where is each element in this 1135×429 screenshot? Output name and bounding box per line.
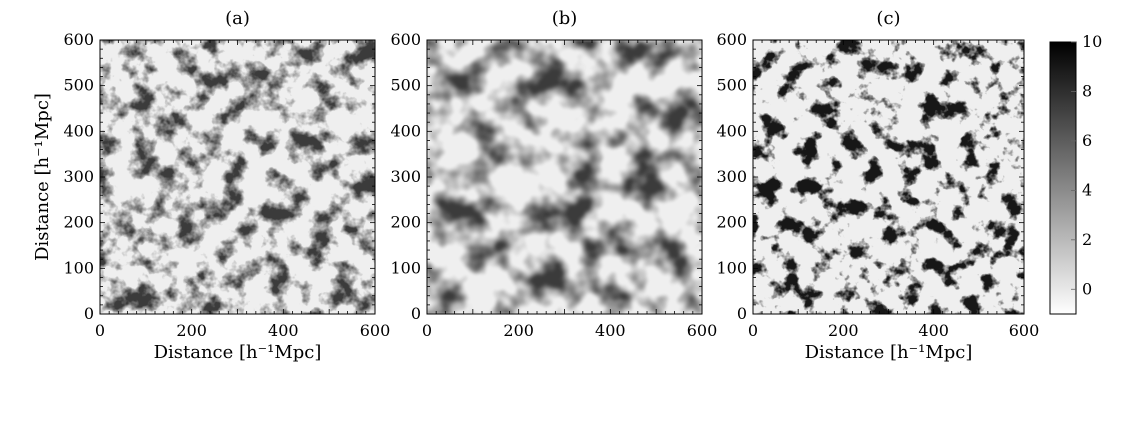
- colorbar-tick-label: 6: [1082, 131, 1092, 150]
- y-tick-label: 400: [63, 121, 94, 140]
- density-map: [427, 40, 702, 314]
- y-tick-label: 100: [716, 258, 747, 277]
- y-tick-label: 500: [390, 76, 421, 95]
- x-tick-label: 600: [360, 321, 391, 340]
- y-tick-label: 0: [84, 304, 94, 323]
- x-tick-label: 400: [918, 321, 949, 340]
- x-tick-label: 600: [687, 321, 718, 340]
- density-map: [100, 40, 375, 314]
- colorbar-tick-label: 10: [1082, 32, 1102, 51]
- y-tick-label: 200: [63, 213, 94, 232]
- y-tick-label: 600: [390, 30, 421, 49]
- x-tick-label: 0: [422, 321, 432, 340]
- colorbar-tick-label: 2: [1082, 230, 1092, 249]
- y-tick-label: 500: [63, 76, 94, 95]
- x-tick-label: 200: [503, 321, 534, 340]
- y-tick-label: 300: [716, 167, 747, 186]
- y-tick-label: 0: [411, 304, 421, 323]
- x-tick-label: 600: [1009, 321, 1040, 340]
- x-tick-label: 400: [595, 321, 626, 340]
- y-tick-label: 400: [716, 121, 747, 140]
- y-tick-label: 300: [63, 167, 94, 186]
- colorbar-tick-label: 8: [1082, 81, 1092, 100]
- y-tick-label: 200: [716, 213, 747, 232]
- x-tick-label: 0: [95, 321, 105, 340]
- y-tick-label: 0: [737, 304, 747, 323]
- x-tick-label: 0: [748, 321, 758, 340]
- panel-label: (a): [225, 8, 250, 29]
- panel-label: (c): [876, 8, 900, 29]
- y-axis-label: Distance [h⁻¹Mpc]: [32, 93, 53, 261]
- y-tick-label: 600: [716, 30, 747, 49]
- colorbar-tick-label: 0: [1082, 279, 1092, 298]
- colorbar-tick-label: 4: [1082, 180, 1092, 199]
- panel-c: 0 100 200 300 400 500 600 0 200 400 600 (c) Distance…: [716, 8, 1039, 363]
- panel-a: 0 100 200 300 400 500 600 0 200 400 600 (a) Distance…: [32, 8, 390, 363]
- colorbar-gradient: [1049, 41, 1077, 315]
- y-tick-label: 500: [716, 76, 747, 95]
- colorbar: 0 2 4 6 8 10: [1049, 32, 1102, 315]
- y-tick-label: 400: [390, 121, 421, 140]
- panel-label: (b): [552, 8, 578, 29]
- panel-b: 0 100 200 300 400 500 600 0 200 400 600 (b): [390, 8, 717, 340]
- x-tick-label: 400: [268, 321, 299, 340]
- y-tick-label: 100: [63, 258, 94, 277]
- y-tick-label: 300: [390, 167, 421, 186]
- y-tick-label: 600: [63, 30, 94, 49]
- y-tick-label: 100: [390, 258, 421, 277]
- x-axis-label: Distance [h⁻¹Mpc]: [154, 342, 322, 363]
- x-axis-label: Distance [h⁻¹Mpc]: [805, 342, 973, 363]
- x-tick-label: 200: [828, 321, 859, 340]
- density-map: [753, 40, 1024, 314]
- x-tick-label: 200: [176, 321, 207, 340]
- y-tick-label: 200: [390, 213, 421, 232]
